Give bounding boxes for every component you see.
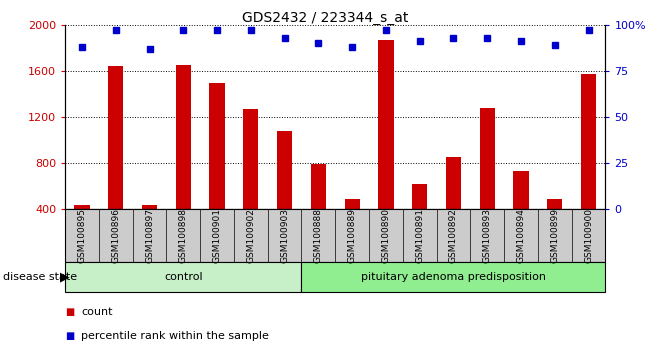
Text: GSM100896: GSM100896 bbox=[111, 208, 120, 263]
Bar bbox=[547, 199, 562, 255]
Text: percentile rank within the sample: percentile rank within the sample bbox=[81, 331, 270, 341]
Bar bbox=[108, 66, 123, 255]
Text: GSM100893: GSM100893 bbox=[483, 208, 492, 263]
Text: count: count bbox=[81, 307, 113, 316]
Text: pituitary adenoma predisposition: pituitary adenoma predisposition bbox=[361, 272, 546, 282]
Bar bbox=[378, 40, 393, 255]
Text: GSM100900: GSM100900 bbox=[584, 208, 593, 263]
Bar bbox=[176, 65, 191, 255]
Bar bbox=[210, 84, 225, 255]
Bar bbox=[344, 199, 360, 255]
Text: GSM100899: GSM100899 bbox=[550, 208, 559, 263]
Bar bbox=[311, 164, 326, 255]
Text: GSM100891: GSM100891 bbox=[415, 208, 424, 263]
Text: GSM100892: GSM100892 bbox=[449, 208, 458, 263]
Text: GSM100889: GSM100889 bbox=[348, 208, 357, 263]
Text: GDS2432 / 223344_s_at: GDS2432 / 223344_s_at bbox=[242, 11, 409, 25]
Bar bbox=[581, 74, 596, 255]
Text: ■: ■ bbox=[65, 331, 74, 341]
Bar bbox=[277, 131, 292, 255]
Text: GSM100895: GSM100895 bbox=[77, 208, 87, 263]
Text: GSM100888: GSM100888 bbox=[314, 208, 323, 263]
Text: GSM100894: GSM100894 bbox=[516, 208, 525, 263]
Bar bbox=[74, 205, 90, 255]
Text: GSM100890: GSM100890 bbox=[381, 208, 391, 263]
Text: GSM100898: GSM100898 bbox=[179, 208, 187, 263]
Text: GSM100902: GSM100902 bbox=[246, 208, 255, 263]
Text: ■: ■ bbox=[65, 307, 74, 316]
Bar bbox=[446, 157, 461, 255]
Bar bbox=[243, 109, 258, 255]
Text: GSM100901: GSM100901 bbox=[213, 208, 221, 263]
Text: GSM100903: GSM100903 bbox=[280, 208, 289, 263]
Bar bbox=[514, 171, 529, 255]
Bar bbox=[412, 184, 427, 255]
Text: disease state: disease state bbox=[3, 272, 77, 282]
Text: ▶: ▶ bbox=[60, 270, 70, 284]
Text: control: control bbox=[164, 272, 202, 282]
Bar bbox=[480, 108, 495, 255]
Bar bbox=[142, 205, 157, 255]
Text: GSM100897: GSM100897 bbox=[145, 208, 154, 263]
